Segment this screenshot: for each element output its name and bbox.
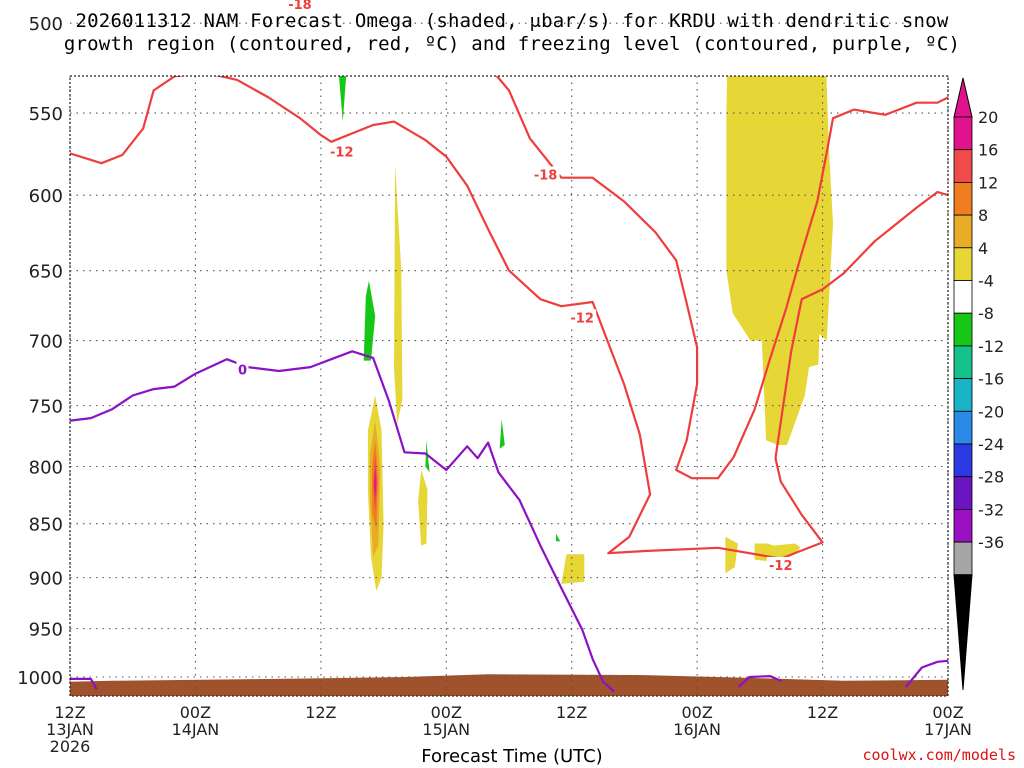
contour-label-4: -12	[769, 559, 793, 574]
plot-frame	[69, 75, 949, 697]
contour-label-3: -12	[570, 311, 594, 326]
y-tick-label-950: 950	[29, 620, 63, 641]
colorbar-label--8: -8	[978, 304, 994, 323]
colorbar-swatch-12	[953, 181, 973, 216]
colorbar-swatch--20	[953, 410, 973, 445]
x-tick-label-24-0: 12Z	[305, 703, 336, 722]
colorbar-label--36: -36	[978, 533, 1004, 552]
x-tick-label-36-1: 15JAN	[422, 720, 470, 739]
x-tick-label-84-1: 17JAN	[924, 720, 972, 739]
contour-label-bg-1	[327, 143, 356, 160]
colorbar-label--32: -32	[978, 500, 1004, 519]
omega-region-neg8-4	[363, 280, 376, 361]
colorbar-swatch--28	[953, 476, 973, 510]
omega-region-neg8-0	[365, 76, 367, 79]
x-tick-label-84-0: 00Z	[932, 703, 963, 722]
colorbar-top-arrow	[953, 77, 973, 118]
x-tick-label-60-1: 16JAN	[673, 720, 721, 739]
omega-shading-layer	[338, 0, 833, 592]
omega-region-neg8-7	[556, 533, 561, 542]
contour-label-bg-4	[766, 556, 795, 573]
colorbar-label--12: -12	[978, 337, 1004, 356]
y-tick-label-750: 750	[29, 397, 63, 418]
contour-label-1: -12	[330, 146, 354, 161]
colorbar-swatch-8	[953, 214, 973, 249]
contour-label-bg-0	[285, 0, 314, 13]
colorbar-label--20: -20	[978, 402, 1004, 421]
y-tick-label-500: 500	[29, 14, 63, 35]
colorbar-swatch--32	[953, 508, 973, 543]
x-axis-title: Forecast Time (UTC)	[421, 746, 603, 767]
colorbar-bottom-arrow	[953, 574, 973, 691]
omega-region-4-5	[725, 536, 738, 574]
y-tick-label-850: 850	[29, 515, 63, 536]
contour-label-5: 0	[238, 364, 247, 379]
contour-label-bg-2	[531, 166, 560, 183]
colorbar-label-12: 12	[978, 173, 998, 192]
contour-line-4	[737, 674, 782, 688]
contour-line-3	[70, 677, 98, 690]
colorbar-label--28: -28	[978, 468, 1004, 487]
x-tick-label-60-0: 00Z	[681, 703, 712, 722]
colorbar-swatch--12	[953, 345, 973, 379]
contour-label-0: -18	[288, 0, 312, 13]
colorbar-swatch--36	[953, 541, 973, 576]
omega-region-4-6	[754, 543, 801, 562]
terrain-layer	[70, 674, 948, 696]
contour-line-1	[70, 76, 948, 560]
colorbar-swatch--16	[953, 378, 973, 412]
contour-lines	[70, 76, 948, 693]
contour-label-bg-5	[236, 361, 249, 378]
colorbar-label--24: -24	[978, 435, 1004, 454]
colorbar-label-8: 8	[978, 206, 988, 225]
x-tick-label-36-0: 00Z	[431, 703, 462, 722]
chart-title-line-1: 2026011312 NAM Forecast Omega (shaded, μ…	[75, 10, 949, 32]
contour-line-0	[495, 76, 948, 480]
contour-label-bg-3	[568, 309, 597, 326]
watermark: coolwx.com/models	[862, 746, 1016, 764]
y-tick-label-800: 800	[29, 458, 63, 479]
colorbar-swatch-20	[953, 116, 973, 151]
x-tick-label-12-1: 14JAN	[172, 720, 220, 739]
contour-line-5	[905, 659, 948, 688]
x-tick-label-72-0: 12Z	[807, 703, 838, 722]
colorbar-swatch-16	[953, 149, 973, 183]
colorbar-label--4: -4	[978, 272, 994, 291]
colorbar-label-20: 20	[978, 108, 998, 127]
x-tick-label-0-2: 2026	[50, 737, 91, 756]
omega-region-4-1	[394, 164, 403, 425]
omega-region-4-4	[561, 554, 585, 584]
omega-region-neg8-6	[499, 419, 505, 449]
colorbar-swatch--24	[953, 443, 973, 478]
y-tick-label-650: 650	[29, 262, 63, 283]
y-tick-label-1000: 1000	[17, 668, 63, 689]
colorbar: 20 16 12 8 4 -4 -8 -12 -16 -20 -24 -28 -32 -36	[953, 77, 1004, 691]
omega-region-4-0	[726, 76, 833, 445]
chart-title-line-2: growth region (contoured, red, ºC) and f…	[63, 33, 961, 55]
contour-labels: -18 -12 -18 -12 -12 0	[236, 0, 795, 574]
colorbar-swatch-4	[953, 247, 973, 281]
omega-region-4-3	[418, 470, 428, 546]
contour-label-2: -18	[534, 168, 558, 183]
x-tick-label-0-1: 13JAN	[46, 720, 94, 739]
y-tick-label-600: 600	[29, 186, 63, 207]
omega-region-neg8-1	[390, 0, 408, 4]
y-tick-label-550: 550	[29, 104, 63, 125]
contour-line-2	[70, 350, 615, 693]
colorbar-label-4: 4	[978, 239, 988, 258]
y-tick-label-700: 700	[29, 332, 63, 353]
omega-region-neg8-3	[338, 76, 347, 122]
omega-region-20-0	[374, 466, 377, 499]
axes: 2503003504004505005506006507007508008509…	[17, 14, 972, 756]
x-tick-label-48-0: 12Z	[556, 703, 587, 722]
x-tick-label-0-0: 12Z	[54, 703, 85, 722]
terrain-fill	[70, 674, 948, 696]
colorbar-swatch--4	[953, 280, 973, 314]
colorbar-label-16: 16	[978, 141, 998, 160]
y-tick-label-900: 900	[29, 569, 63, 590]
colorbar-swatch--8	[953, 312, 973, 347]
colorbar-label--16: -16	[978, 370, 1004, 389]
x-tick-label-12-0: 00Z	[180, 703, 211, 722]
